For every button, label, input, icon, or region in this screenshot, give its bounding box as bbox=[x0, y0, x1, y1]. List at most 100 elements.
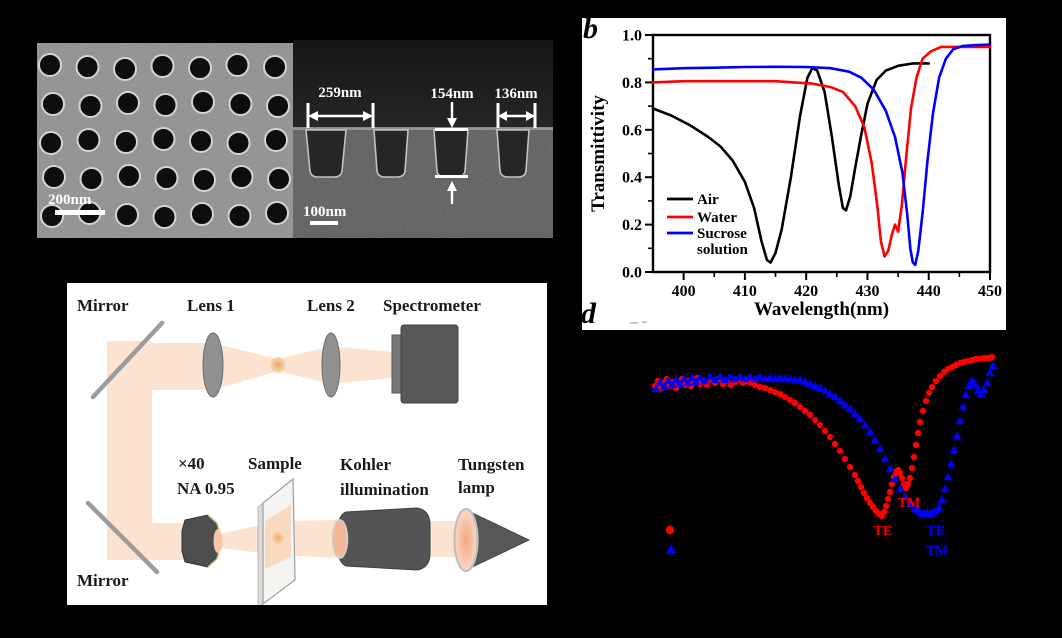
data-point bbox=[715, 372, 725, 381]
lens1-label: Lens 1 bbox=[187, 296, 235, 315]
legend-label: Sucrose bbox=[697, 226, 747, 242]
nanohole bbox=[228, 92, 253, 116]
data-point bbox=[675, 379, 685, 388]
data-point bbox=[816, 421, 824, 429]
panel-d-label: d bbox=[581, 297, 596, 330]
data-point bbox=[988, 353, 996, 361]
objective-na-label: NA 0.95 bbox=[177, 479, 235, 498]
scatter-series-red-polarization bbox=[651, 353, 996, 520]
diagram-labels: Mirror Lens 1 Lens 2 Spectrometer ×40 NA… bbox=[77, 296, 525, 590]
data-point bbox=[659, 382, 669, 391]
data-point bbox=[919, 407, 927, 415]
data-point bbox=[679, 374, 689, 383]
data-point bbox=[886, 488, 894, 496]
nanohole bbox=[39, 131, 63, 155]
data-point bbox=[820, 386, 830, 395]
mode-label-tm: TM bbox=[898, 496, 921, 511]
data-point bbox=[988, 361, 998, 370]
data-point bbox=[751, 381, 759, 389]
data-point bbox=[932, 377, 940, 385]
scatter-series-blue-polarization bbox=[651, 361, 998, 518]
data-point bbox=[846, 463, 854, 471]
data-point bbox=[725, 372, 735, 381]
data-point bbox=[810, 381, 820, 390]
scalebar-200nm-label: 200nm bbox=[48, 192, 92, 208]
data-point bbox=[825, 389, 835, 398]
data-point bbox=[671, 375, 681, 384]
nanohole bbox=[265, 201, 289, 225]
data-point bbox=[855, 414, 865, 423]
objective-mag-label: ×40 bbox=[178, 454, 205, 473]
data-point bbox=[914, 429, 922, 437]
spectrometer-body bbox=[400, 324, 459, 404]
data-point bbox=[898, 474, 906, 482]
data-point bbox=[925, 389, 933, 397]
nanohole bbox=[153, 93, 178, 117]
data-point bbox=[851, 471, 859, 479]
data-point bbox=[730, 374, 740, 383]
data-point bbox=[880, 508, 888, 516]
x-tick-label: 430 bbox=[855, 283, 879, 300]
trench bbox=[305, 129, 347, 178]
x-axis-label: Wavelength(nm) bbox=[754, 299, 889, 320]
scan-artifact bbox=[630, 322, 638, 324]
y-axis-label: Transmittivity bbox=[588, 95, 609, 212]
mirror-top bbox=[90, 320, 165, 400]
beam-focus-to-lens2 bbox=[278, 346, 331, 384]
data-point bbox=[904, 480, 912, 488]
data-point bbox=[943, 472, 953, 481]
vacuum-region bbox=[293, 40, 553, 128]
data-point bbox=[937, 495, 947, 504]
data-point bbox=[806, 411, 814, 419]
nanohole bbox=[41, 92, 65, 116]
scalebar-100nm-label: 100nm bbox=[303, 204, 347, 220]
data-point bbox=[875, 444, 885, 453]
data-point bbox=[835, 396, 845, 405]
data-point bbox=[890, 474, 900, 483]
data-point bbox=[946, 459, 956, 468]
curve-sucrose-solution bbox=[651, 43, 992, 267]
data-point bbox=[900, 492, 910, 501]
legend-label: solution bbox=[697, 242, 749, 258]
trench bbox=[373, 129, 409, 178]
data-point bbox=[976, 389, 986, 398]
data-point bbox=[745, 372, 755, 381]
lamp-label-line1: Tungsten bbox=[458, 455, 525, 474]
y-tick-label: 0.4 bbox=[622, 170, 642, 187]
y-tick-label: 0.6 bbox=[622, 122, 642, 139]
nanohole bbox=[226, 131, 251, 155]
nanohole bbox=[225, 53, 250, 77]
data-point bbox=[863, 494, 871, 502]
lens2-label: Lens 2 bbox=[307, 296, 355, 315]
data-point bbox=[781, 393, 789, 401]
data-point bbox=[786, 396, 794, 404]
surface-line bbox=[293, 127, 553, 130]
data-point bbox=[857, 483, 865, 491]
nanohole bbox=[38, 53, 62, 77]
data-point bbox=[922, 397, 930, 405]
data-point bbox=[884, 495, 892, 503]
data-point bbox=[928, 383, 936, 391]
data-point bbox=[970, 379, 980, 388]
transmittivity-chart-panel: b d 400 410 420 430 440 450 0.0 0.2 0.4 0.6 0.8 1.0… bbox=[581, 14, 1006, 330]
data-point bbox=[985, 368, 995, 377]
data-point bbox=[888, 480, 896, 488]
optical-setup-diagram: Mirror Lens 1 Lens 2 Spectrometer ×40 NA… bbox=[77, 296, 531, 605]
scan-artifact bbox=[642, 321, 647, 323]
nanohole bbox=[264, 128, 288, 152]
data-point bbox=[831, 440, 839, 448]
data-point bbox=[801, 407, 809, 415]
sample-slide bbox=[257, 477, 296, 605]
data-point bbox=[865, 427, 875, 436]
nanohole-grid bbox=[38, 53, 291, 229]
nanohole bbox=[263, 55, 287, 79]
data-point bbox=[735, 372, 745, 381]
sem-top-view-panel: 200nm bbox=[37, 43, 293, 238]
data-point bbox=[805, 379, 815, 388]
data-point bbox=[841, 455, 849, 463]
data-point bbox=[800, 377, 810, 386]
data-point bbox=[982, 378, 992, 387]
data-point bbox=[840, 400, 850, 409]
nanohole bbox=[151, 127, 176, 151]
data-point bbox=[667, 380, 677, 389]
